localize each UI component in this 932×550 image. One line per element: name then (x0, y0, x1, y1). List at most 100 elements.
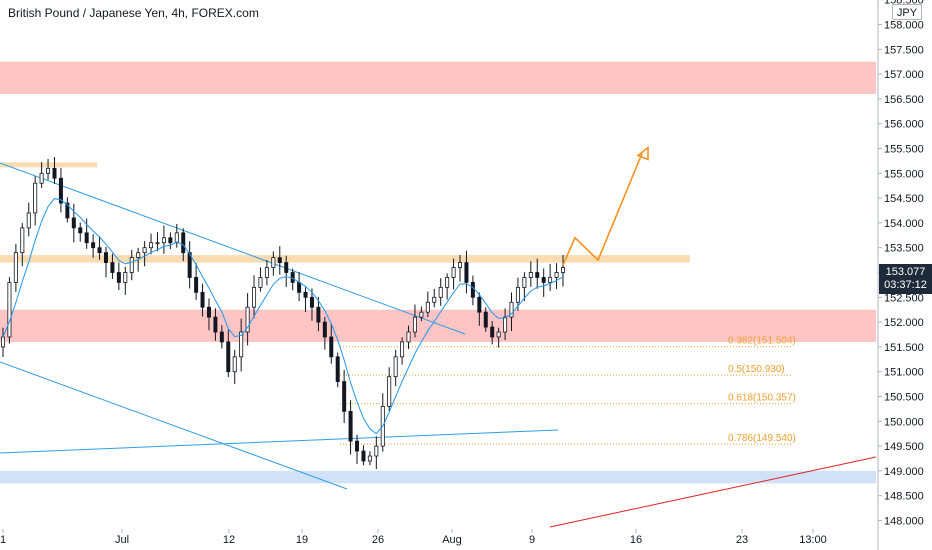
zone-support (0, 470, 876, 484)
candle-body (406, 331, 411, 343)
candle-body (277, 257, 282, 263)
candle-body (65, 202, 70, 219)
candle-body (239, 331, 244, 358)
candle-body (438, 286, 443, 298)
candle-body (232, 356, 237, 373)
price-tick-label: 148.500 (884, 491, 924, 503)
price-tick-label: 149.000 (884, 466, 924, 478)
candle-body (297, 282, 302, 293)
fib-level-label: 0.5(150.930) (728, 364, 785, 375)
candle-body (393, 356, 398, 378)
candle-body (0, 336, 6, 348)
candle-body (71, 217, 76, 229)
candle-body (149, 242, 154, 249)
lower-trendline (0, 361, 348, 490)
candle-body (142, 247, 147, 254)
time-tick-label: 1 (0, 534, 6, 546)
candle-body (290, 272, 295, 283)
candle-body (161, 237, 166, 244)
time-tick-label: Jul (115, 534, 129, 546)
zone-resistance (0, 61, 876, 94)
candle-body (245, 306, 250, 333)
candle-body (168, 237, 173, 244)
fibonacci-layer: 0.382(151.504) 0.5(150.930) 0.618(150.357)… (340, 336, 796, 445)
long-term-trendline (549, 456, 877, 528)
candle-body (522, 277, 527, 288)
candle-body (58, 177, 63, 204)
candle-body (252, 286, 257, 308)
candle-body (78, 227, 83, 234)
candle-body (284, 262, 289, 273)
candle-body (432, 296, 437, 303)
fib-level-label: 0.786(149.540) (728, 433, 796, 444)
price-tick-label: 157.500 (884, 44, 924, 56)
time-tick-label: 12 (223, 534, 235, 546)
candle-body (110, 262, 115, 273)
candle-body (219, 331, 224, 343)
candle-body (33, 182, 38, 214)
price-tick-label: 155.500 (884, 144, 924, 156)
price-tick-label: 154.000 (884, 218, 924, 230)
candle-body (39, 172, 44, 184)
last-price: 153.077 (885, 266, 926, 278)
candle-body (84, 232, 89, 244)
price-tick-label: 155.000 (884, 168, 924, 180)
candle-body (335, 356, 340, 383)
time-tick-label: 9 (529, 534, 535, 546)
candle-body (181, 232, 186, 254)
candle-body (490, 326, 495, 338)
candle-body (541, 277, 546, 283)
candle-body (155, 242, 160, 245)
price-tick-label: 153.500 (884, 243, 924, 255)
candle-body (264, 267, 269, 278)
candle-body (561, 267, 566, 273)
price-tick-label: 148.000 (884, 516, 924, 528)
candle-body (136, 252, 141, 259)
candle-body (309, 296, 314, 308)
candle-body (458, 262, 463, 268)
candle-body (515, 286, 520, 303)
candle-body (194, 277, 199, 293)
candle-body (535, 272, 540, 278)
candle-body (496, 331, 501, 338)
candle-body (206, 306, 211, 318)
candle-body (213, 316, 218, 333)
candle-body (271, 257, 276, 268)
candle-body (7, 282, 12, 338)
price-tick-label: 151.000 (884, 367, 924, 379)
bar-countdown: 03:37:12 (884, 279, 927, 291)
price-tick-label: 152.000 (884, 317, 924, 329)
candle-body (503, 316, 508, 333)
candle-body (303, 291, 308, 298)
candle-body (400, 341, 405, 358)
candle-body (46, 167, 51, 174)
candles-layer (0, 157, 566, 470)
candle-body (355, 440, 360, 452)
price-tick-label: 151.500 (884, 342, 924, 354)
price-tick-label: 157.000 (884, 69, 924, 81)
time-tick-label: Aug (442, 534, 462, 546)
projection-arrowhead (636, 145, 649, 161)
price-tick-label: 158.000 (884, 20, 924, 32)
time-tick-label: 13:00 (799, 534, 827, 546)
candle-body (116, 272, 121, 283)
price-tick-label: 154.500 (884, 193, 924, 205)
candle-body (387, 376, 392, 407)
moving-average-layer (2, 198, 564, 435)
candle-body (548, 277, 553, 283)
candle-body (26, 212, 31, 229)
candle-body (187, 252, 192, 278)
candle-body (412, 316, 417, 333)
price-tick-label: 150.000 (884, 416, 924, 428)
candle-body (464, 262, 469, 283)
currency-button[interactable]: JPY (892, 4, 922, 20)
candle-body (483, 311, 488, 328)
candle-body (97, 247, 102, 254)
price-tick-label: 156.500 (884, 94, 924, 106)
trendlines-layer (0, 162, 877, 528)
candle-body (367, 455, 372, 462)
candle-body (425, 301, 430, 313)
candle-body (554, 272, 559, 278)
candle-body (103, 252, 108, 263)
